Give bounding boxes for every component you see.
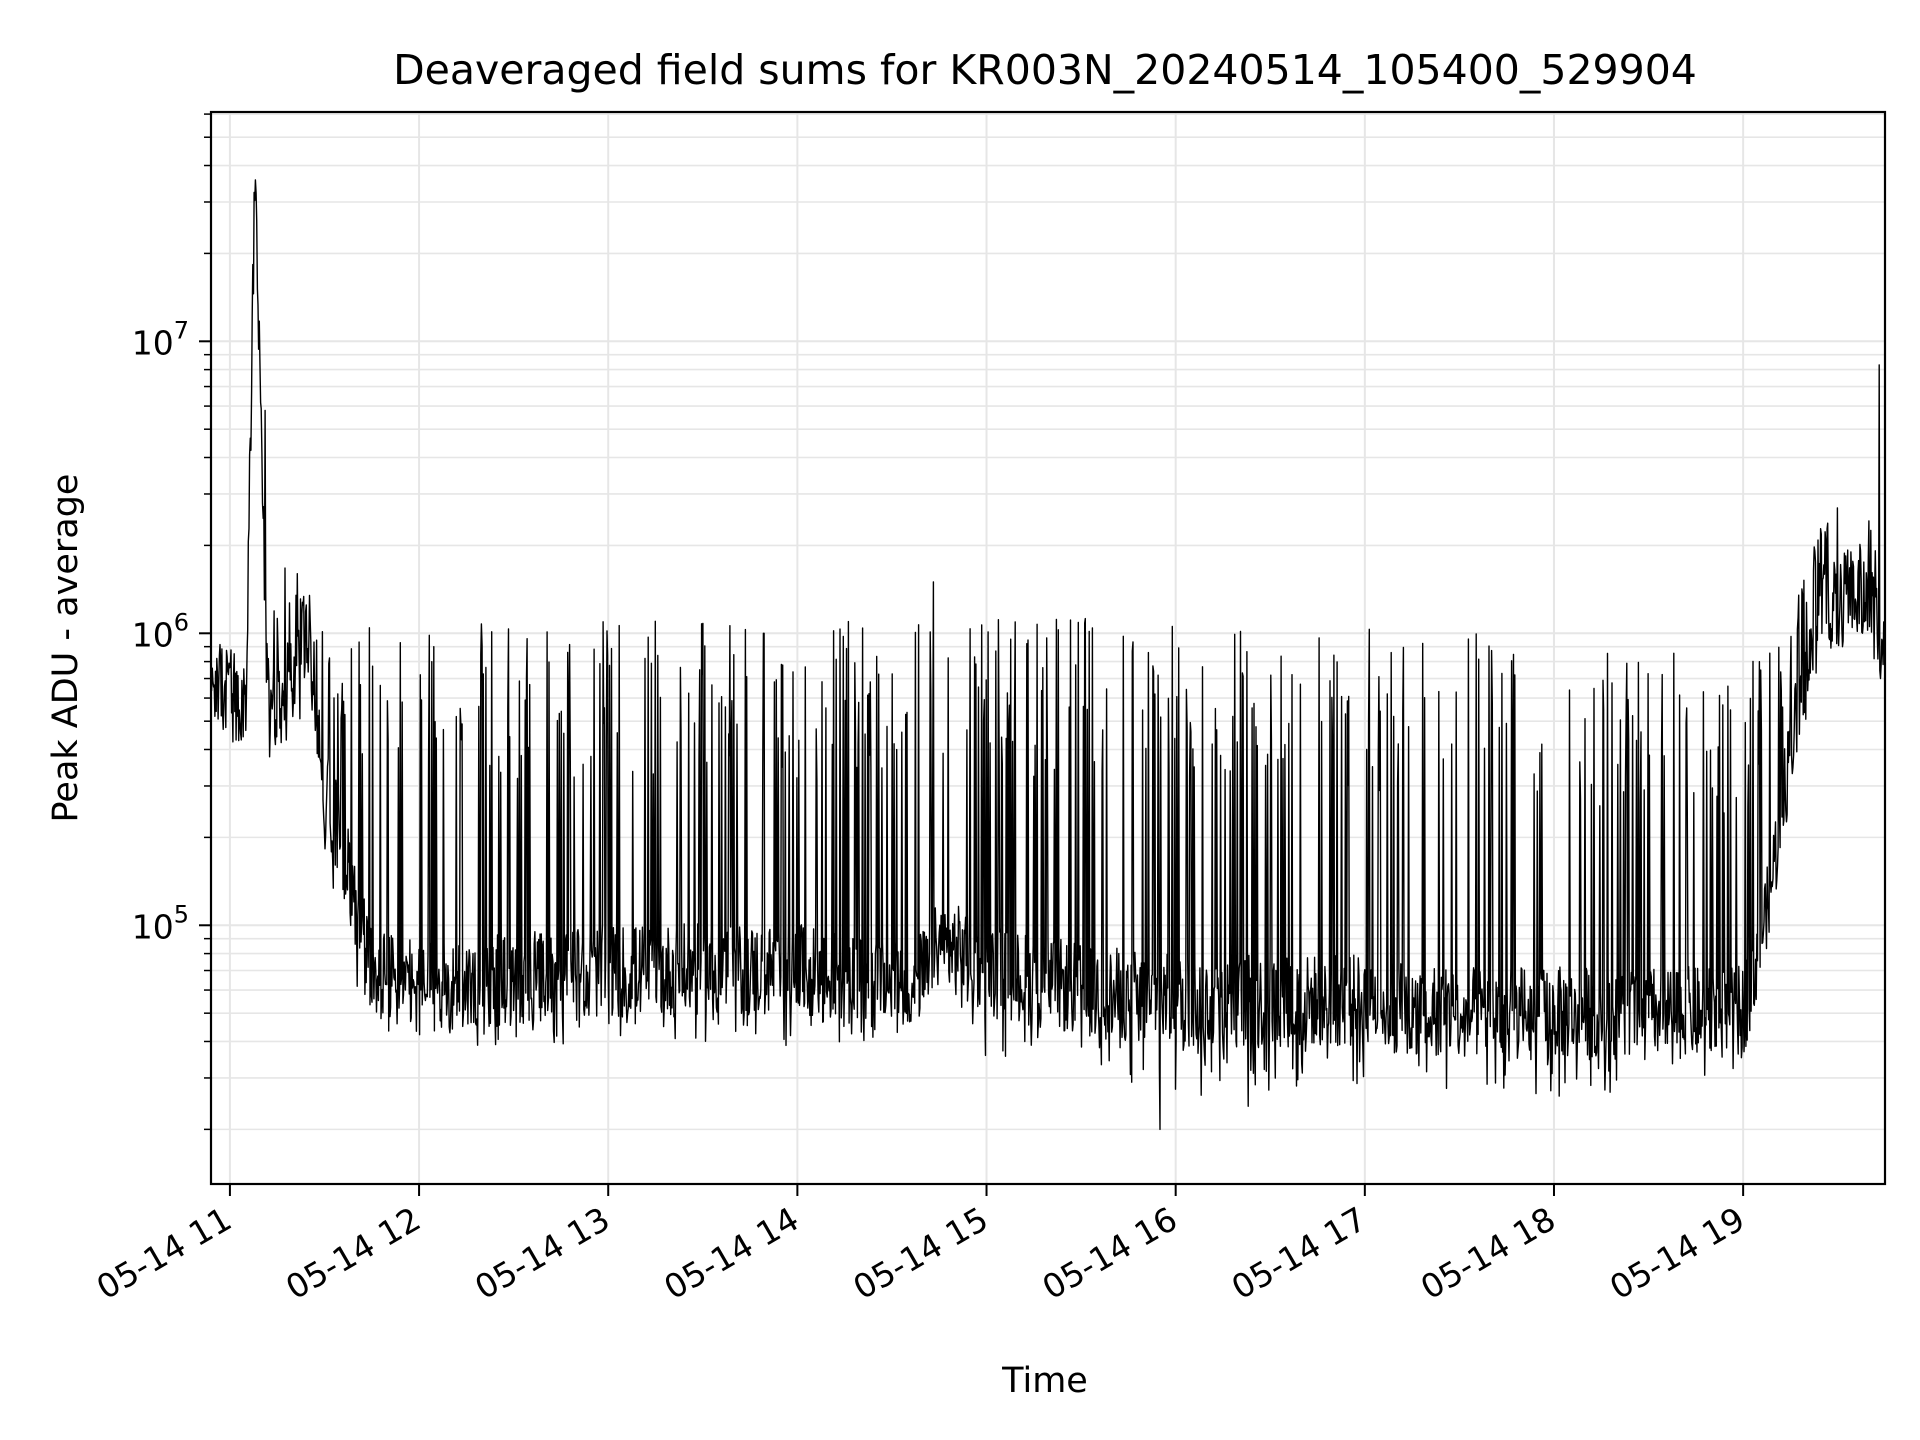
axes-frame: [209, 110, 1887, 1186]
x-axis-label: Time: [1001, 1361, 1088, 1401]
chart-title: Deaveraged field sums for KR003N_2024051…: [393, 46, 1697, 94]
y-tick-label: 106: [132, 608, 189, 654]
y-axis: 105 106 107: [132, 113, 211, 1131]
grid-lines: [211, 112, 1885, 1184]
series-line: [210, 179, 1886, 1131]
y-axis-label: Peak ADU - average: [46, 474, 86, 823]
plot-area: [210, 179, 1886, 1131]
y-tick-label: 105: [132, 900, 189, 946]
y-tick-label: 107: [132, 316, 189, 362]
